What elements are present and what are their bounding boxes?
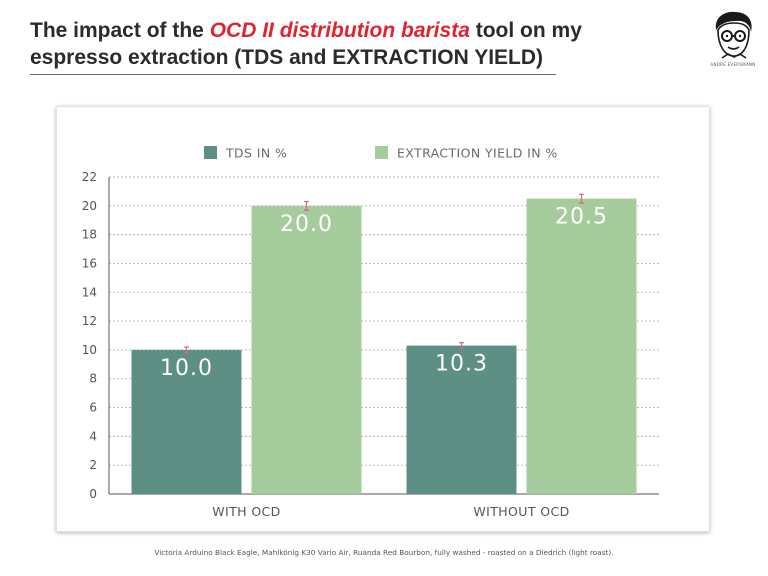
- y-tick-label: 12: [82, 314, 97, 328]
- bar: [526, 198, 637, 494]
- bar-chart: 0 2 4 6 8 10 12 14 16 18 20 22 TDS IN % EXTRACTION YI…: [82, 146, 659, 519]
- y-tick-label: 20: [82, 199, 97, 213]
- y-tick-label: 6: [89, 401, 97, 415]
- bar-value-label: 10.3: [435, 352, 488, 377]
- legend-label: EXTRACTION YIELD IN %: [397, 146, 558, 161]
- title-text-start: The impact of the: [30, 19, 210, 42]
- x-category-label: WITH OCD: [212, 504, 280, 519]
- title-text-end: tool on my espresso extraction (TDS and …: [30, 19, 582, 69]
- bar-value-label: 10.0: [160, 356, 213, 381]
- y-tick-label: 18: [82, 228, 97, 242]
- title-accent-text: OCD II distribution barista: [209, 19, 470, 42]
- y-tick-label: 0: [89, 487, 97, 501]
- footnote: Victoria Arduino Black Eagle, Mahlkönig …: [154, 548, 614, 557]
- bar-value-label: 20.5: [555, 205, 608, 230]
- y-tick-label: 22: [82, 170, 97, 184]
- y-tick-label: 2: [89, 458, 97, 472]
- x-category-label: WITHOUT OCD: [473, 504, 569, 519]
- page-title: The impact of the OCD II distribution ba…: [30, 17, 670, 71]
- y-tick-label: 8: [89, 372, 97, 386]
- bar-value-label: 20.0: [280, 212, 333, 237]
- bar: [131, 349, 242, 494]
- bar: [406, 345, 517, 494]
- author-portrait-icon: [715, 11, 752, 59]
- y-tick-label: 14: [82, 285, 97, 299]
- title-underline: [30, 74, 556, 75]
- chart-card: 0 2 4 6 8 10 12 14 16 18 20 22 TDS IN % EXTRACTION YI…: [56, 106, 710, 532]
- y-tick-label: 4: [89, 429, 97, 443]
- legend-swatch: [375, 146, 388, 159]
- legend-swatch: [204, 146, 217, 159]
- y-tick-label: 10: [82, 343, 97, 357]
- y-tick-label: 16: [82, 256, 97, 270]
- author-avatar-logo: [706, 10, 760, 72]
- bar: [251, 205, 362, 494]
- logo-caption: ANDRE EVERSMANN: [710, 62, 756, 67]
- legend-label: TDS IN %: [225, 146, 287, 161]
